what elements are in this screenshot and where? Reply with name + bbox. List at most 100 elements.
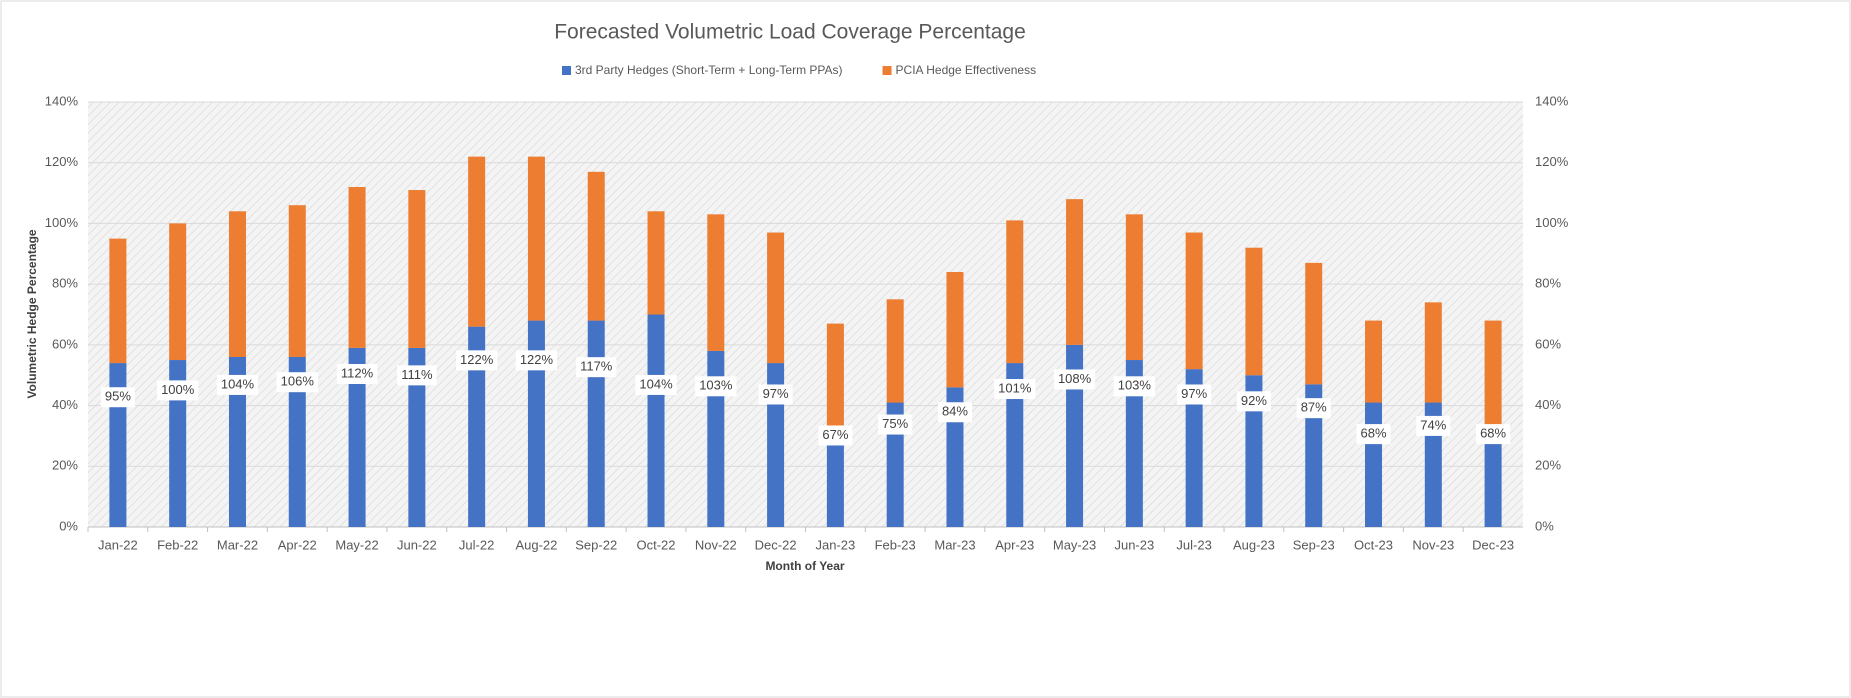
total-label-bg bbox=[1236, 391, 1271, 412]
bar-segment bbox=[946, 272, 964, 388]
bar-segment bbox=[1006, 363, 1024, 527]
x-tick-label: Aug-22 bbox=[515, 537, 557, 552]
bar-segment bbox=[228, 211, 246, 357]
total-label: 103% bbox=[699, 378, 733, 393]
bar-segment bbox=[1484, 435, 1502, 527]
bar-segment bbox=[408, 190, 426, 348]
total-label: 101% bbox=[998, 380, 1032, 395]
total-label-bg bbox=[818, 425, 853, 446]
chart-title: Forecasted Volumetric Load Coverage Perc… bbox=[554, 21, 1026, 44]
x-tick-label: Oct-23 bbox=[1354, 537, 1393, 552]
total-label-bg bbox=[994, 379, 1036, 400]
x-tick-label: Apr-22 bbox=[278, 537, 317, 552]
y2-tick-label: 80% bbox=[1535, 276, 1561, 291]
total-label: 74% bbox=[1420, 417, 1446, 432]
y2-tick-label: 100% bbox=[1535, 215, 1569, 230]
total-label-bg bbox=[1177, 384, 1212, 405]
x-tick-label: Feb-23 bbox=[875, 537, 916, 552]
total-label-bg bbox=[100, 387, 135, 408]
x-tick-label: Nov-22 bbox=[695, 537, 737, 552]
total-label-bg bbox=[157, 380, 199, 401]
bar-segment bbox=[169, 223, 187, 361]
x-tick-label: Nov-23 bbox=[1412, 537, 1454, 552]
total-label-bg bbox=[515, 350, 558, 371]
legend-swatch bbox=[882, 66, 892, 75]
total-label: 104% bbox=[639, 376, 673, 391]
bar-segment bbox=[1365, 320, 1383, 403]
x-tick-label: Jul-23 bbox=[1176, 537, 1211, 552]
plot-area bbox=[88, 102, 1523, 527]
total-label-bg bbox=[1476, 424, 1511, 445]
x-tick-label: Apr-23 bbox=[995, 537, 1034, 552]
total-label: 97% bbox=[763, 386, 789, 401]
total-label: 117% bbox=[580, 359, 613, 374]
total-label: 84% bbox=[942, 404, 968, 419]
x-tick-label: May-22 bbox=[335, 537, 378, 552]
bar-segment bbox=[1484, 320, 1502, 436]
bar-segment bbox=[1125, 214, 1143, 361]
x-tick-label: Mar-22 bbox=[217, 537, 258, 552]
total-label: 122% bbox=[520, 352, 554, 367]
bar-segment bbox=[707, 214, 725, 351]
total-label: 92% bbox=[1241, 393, 1267, 408]
y-tick-label: 120% bbox=[45, 154, 79, 169]
bar-segment bbox=[886, 299, 904, 403]
bar-segment bbox=[1424, 302, 1442, 403]
total-label-bg bbox=[1416, 415, 1451, 436]
bar-segment bbox=[1305, 384, 1323, 527]
y-tick-label: 40% bbox=[52, 397, 78, 412]
bar-segment bbox=[587, 171, 605, 321]
bar-segment bbox=[468, 156, 486, 327]
bar-segment bbox=[527, 320, 545, 527]
y2-tick-label: 40% bbox=[1535, 397, 1561, 412]
x-tick-label: Mar-23 bbox=[934, 537, 975, 552]
total-label: 75% bbox=[882, 416, 908, 431]
total-label-bg bbox=[216, 374, 259, 395]
total-label-bg bbox=[635, 374, 677, 395]
bar-segment bbox=[1245, 375, 1263, 527]
total-label-bg bbox=[1053, 369, 1096, 390]
x-tick-label: Jan-22 bbox=[98, 537, 138, 552]
x-tick-label: Jun-23 bbox=[1114, 537, 1154, 552]
y-tick-label: 80% bbox=[52, 276, 78, 291]
bar-segment bbox=[169, 360, 187, 527]
total-label: 95% bbox=[105, 389, 131, 404]
bar-segment bbox=[288, 357, 306, 527]
x-tick-label: Sep-22 bbox=[575, 537, 617, 552]
y2-tick-label: 20% bbox=[1535, 458, 1561, 473]
total-label: 103% bbox=[1118, 378, 1152, 393]
bar-segment bbox=[1006, 220, 1024, 364]
y2-tick-label: 140% bbox=[1535, 93, 1569, 108]
total-label-bg bbox=[456, 350, 498, 371]
bar-segment bbox=[647, 211, 665, 315]
bar-segment bbox=[946, 387, 964, 527]
bar-segment bbox=[348, 347, 366, 527]
total-label-bg bbox=[336, 364, 378, 384]
bar-segment bbox=[228, 357, 246, 527]
x-tick-label: Jan-23 bbox=[816, 537, 856, 552]
x-tick-label: May-23 bbox=[1053, 537, 1096, 552]
total-label-bg bbox=[1113, 376, 1155, 397]
total-label: 67% bbox=[822, 427, 848, 442]
bar-segment bbox=[1365, 402, 1383, 527]
legend-label: 3rd Party Hedges (Short-Term + Long-Term… bbox=[575, 63, 843, 77]
bar-segment bbox=[408, 347, 426, 527]
total-label-bg bbox=[1356, 424, 1391, 445]
bar-segment bbox=[109, 238, 127, 364]
bar-segment bbox=[468, 326, 486, 527]
total-label: 87% bbox=[1301, 400, 1327, 415]
total-label: 68% bbox=[1480, 426, 1506, 441]
bar-segment bbox=[1125, 360, 1143, 527]
total-label-bg bbox=[576, 357, 617, 378]
bar-segment bbox=[527, 156, 545, 321]
x-tick-label: Dec-23 bbox=[1472, 537, 1514, 552]
y-axis-title: Volumetric Hedge Percentage bbox=[25, 229, 39, 398]
x-tick-label: Oct-22 bbox=[637, 537, 676, 552]
total-label-bg bbox=[878, 414, 913, 435]
y-tick-label: 60% bbox=[52, 336, 78, 351]
bar-segment bbox=[826, 435, 844, 527]
x-tick-label: Aug-23 bbox=[1233, 537, 1275, 552]
total-label: 122% bbox=[460, 352, 494, 367]
x-tick-label: Sep-23 bbox=[1293, 537, 1335, 552]
bar-segment bbox=[587, 320, 605, 527]
